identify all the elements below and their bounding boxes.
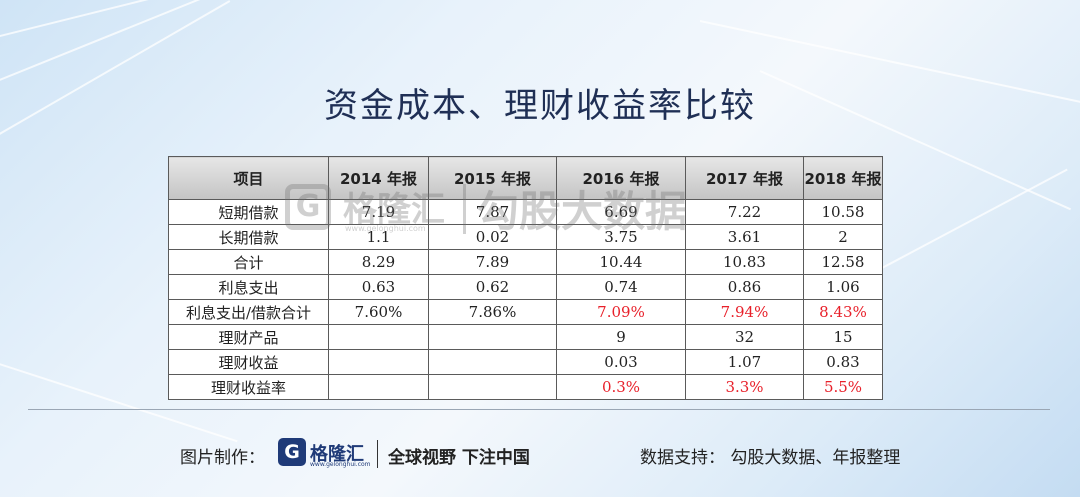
footer-divider (28, 409, 1050, 410)
column-header: 2018 年报 (803, 156, 883, 200)
table-cell-highlight: 7.09% (556, 299, 686, 325)
row-label: 利息支出 (168, 274, 329, 300)
table-cell: 6.69 (556, 199, 686, 225)
table-cell (328, 324, 429, 350)
page-title: 资金成本、理财收益率比较 (324, 86, 756, 126)
background-streak (0, 0, 231, 152)
table-cell: 1.1 (328, 224, 429, 250)
column-header: 2015 年报 (428, 156, 557, 200)
table-row: 理财收益率 0.3% 3.3% 5.5% (168, 374, 883, 400)
table-cell-highlight: 0.3% (556, 374, 686, 400)
comparison-table: 项目 2014 年报 2015 年报 2016 年报 2017 年报 2018 … (168, 156, 883, 400)
table-cell: 3.61 (685, 224, 804, 250)
brand-logo-icon: G (278, 438, 306, 466)
table-header-row: 项目 2014 年报 2015 年报 2016 年报 2017 年报 2018 … (168, 156, 883, 200)
table-cell: 10.83 (685, 249, 804, 275)
table-cell: 10.44 (556, 249, 686, 275)
row-label: 利息支出/借款合计 (168, 299, 329, 325)
column-header: 2016 年报 (556, 156, 686, 200)
table-cell: 0.83 (803, 349, 883, 375)
logo-separator (377, 440, 378, 468)
table-row: 利息支出 0.63 0.62 0.74 0.86 1.06 (168, 274, 883, 300)
table-row: 利息支出/借款合计 7.60% 7.86% 7.09% 7.94% 8.43% (168, 299, 883, 325)
row-label: 理财收益率 (168, 374, 329, 400)
table-cell: 7.86% (428, 299, 557, 325)
table-cell-highlight: 3.3% (685, 374, 804, 400)
row-label: 合计 (168, 249, 329, 275)
data-support-text: 数据支持： 勾股大数据、年报整理 (640, 448, 901, 468)
table-cell: 0.62 (428, 274, 557, 300)
table-cell-highlight: 8.43% (803, 299, 883, 325)
table-row: 理财产品 9 32 15 (168, 324, 883, 350)
table-cell: 2 (803, 224, 883, 250)
table-cell: 10.58 (803, 199, 883, 225)
table-cell: 1.07 (685, 349, 804, 375)
row-label: 短期借款 (168, 199, 329, 225)
table-row: 长期借款 1.1 0.02 3.75 3.61 2 (168, 224, 883, 250)
table-cell: 0.03 (556, 349, 686, 375)
made-by-label: 图片制作： (180, 448, 265, 468)
table-cell-highlight: 5.5% (803, 374, 883, 400)
table-cell: 0.86 (685, 274, 804, 300)
column-header: 2017 年报 (685, 156, 804, 200)
table-cell: 1.06 (803, 274, 883, 300)
table-cell: 0.74 (556, 274, 686, 300)
table-cell: 32 (685, 324, 804, 350)
table-cell: 0.02 (428, 224, 557, 250)
row-label: 理财收益 (168, 349, 329, 375)
brand-url: www.gelonghui.com (310, 461, 371, 468)
table-cell (428, 324, 557, 350)
column-header: 项目 (168, 156, 329, 200)
table-cell: 12.58 (803, 249, 883, 275)
table-cell: 7.89 (428, 249, 557, 275)
brand-name: 格隆汇 (310, 444, 364, 465)
table-cell: 0.63 (328, 274, 429, 300)
table-cell: 9 (556, 324, 686, 350)
table-cell-highlight: 7.94% (685, 299, 804, 325)
table-cell: 3.75 (556, 224, 686, 250)
table-row: 合计 8.29 7.89 10.44 10.83 12.58 (168, 249, 883, 275)
brand-slogan: 全球视野 下注中国 (388, 448, 530, 468)
table-cell (428, 349, 557, 375)
row-label: 长期借款 (168, 224, 329, 250)
table-cell: 15 (803, 324, 883, 350)
table-cell (328, 349, 429, 375)
row-label: 理财产品 (168, 324, 329, 350)
table-cell: 7.19 (328, 199, 429, 225)
table-cell (428, 374, 557, 400)
column-header: 2014 年报 (328, 156, 429, 200)
table-cell (328, 374, 429, 400)
table-cell: 7.60% (328, 299, 429, 325)
table-cell: 8.29 (328, 249, 429, 275)
table-row: 理财收益 0.03 1.07 0.83 (168, 349, 883, 375)
table-cell: 7.22 (685, 199, 804, 225)
table-row: 短期借款 7.19 7.87 6.69 7.22 10.58 (168, 199, 883, 225)
table-cell: 7.87 (428, 199, 557, 225)
